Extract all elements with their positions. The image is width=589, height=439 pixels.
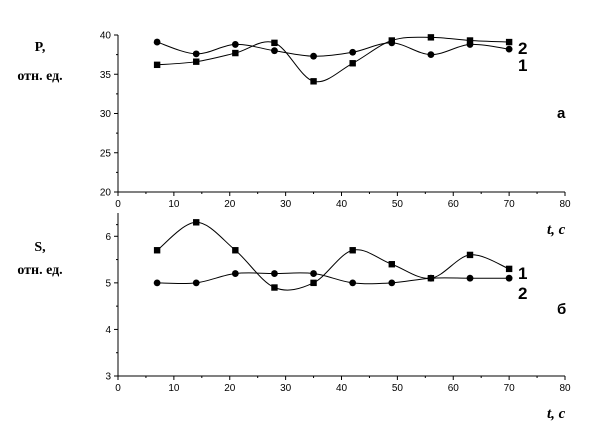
panel-b-markers [153, 219, 513, 291]
panel-b-series-1-line [156, 221, 510, 291]
panel-b-xtick-label: 30 [280, 383, 292, 394]
panel-b-ylabel-line1: S, [34, 240, 45, 255]
panel-a-ytick-label: 20 [100, 188, 112, 199]
panel-b-series-1-point [466, 251, 474, 259]
panel-a-curve-label-1: 1 [518, 56, 527, 75]
panel-a-xtick-label: 70 [504, 199, 516, 210]
panel-a-ytick-label: 35 [100, 70, 112, 81]
panel-a-series-1-point [231, 41, 239, 48]
panel-a-xtick-label: 60 [448, 199, 460, 210]
panel-b-series-2-point [388, 279, 396, 287]
chart-panel-a: P, отн. ед. а 0 10 20 30 40 50 60 70 80 20 25 30 35 4… [17, 31, 571, 211]
panel-a-ytick-label: 40 [100, 31, 112, 42]
panel-a-ylabel-line2: отн. ед. [17, 69, 62, 84]
between-panels-time-label: t, c [547, 222, 566, 238]
panel-b-curve-label-2: 2 [518, 284, 527, 303]
panel-b-series-1-point [388, 261, 395, 268]
panel-a-xtick-label: 40 [336, 199, 348, 210]
panel-b-series-1-point [310, 279, 317, 287]
panel-b-xtick-label: 0 [115, 383, 121, 394]
panel-b-xtick-label: 50 [392, 383, 404, 394]
panel-b-curve-label-1: 1 [518, 264, 527, 283]
panel-b-xtick-label: 40 [336, 383, 348, 394]
panel-a-series-2-line [157, 36, 510, 83]
panel-b-label: б [557, 301, 566, 318]
panel-a-ylabel-line1: P, [35, 40, 46, 55]
panel-a-xtick-label: 0 [115, 199, 121, 210]
panel-b-series-1-point [232, 247, 239, 254]
panel-a-xtick-label: 50 [392, 199, 404, 210]
panel-a-series-1-point [349, 48, 357, 56]
panel-a-series-1-point [192, 50, 200, 58]
panel-a-xtick-label: 80 [559, 199, 571, 210]
panel-b-ticks: 0 10 20 30 40 50 60 70 80 3 4 5 6 [105, 224, 571, 394]
panel-a-xtick-label: 10 [168, 199, 180, 210]
panel-a-xtick-label: 20 [224, 199, 236, 210]
panel-b-xtick-label: 80 [559, 383, 571, 394]
panel-b-series-2-point [192, 279, 200, 287]
panel-a-series-2-point [310, 78, 317, 85]
panel-a-series-1-point [153, 38, 161, 46]
panel-b-ytick-label: 3 [105, 372, 111, 383]
panel-b-xtick-label: 20 [224, 383, 236, 394]
panel-b-series-2-point [349, 279, 357, 287]
panel-a-series-2-point [232, 49, 239, 57]
panel-b-xtick-label: 60 [448, 383, 460, 394]
panel-b-xtick-label: 10 [168, 383, 180, 394]
panel-a-markers [153, 34, 513, 85]
panel-a-ticks: 0 10 20 30 40 50 60 70 80 20 25 30 35 40 [100, 31, 571, 211]
panel-a-curves [156, 36, 510, 83]
panel-b-xtick-label: 70 [504, 383, 516, 394]
panel-a-label: а [557, 105, 566, 122]
panel-b-series-2-point [505, 274, 513, 282]
panel-b-series-1-point [153, 247, 161, 254]
panel-b-ytick-label: 6 [105, 232, 111, 243]
panel-b-series-1-point [271, 284, 278, 291]
panel-a-series-2-point [505, 38, 513, 46]
panel-a-series-1-point [427, 51, 435, 59]
panel-b-series-2-point [153, 279, 161, 287]
panel-b-series-2-point [466, 274, 474, 282]
panel-a-series-1-point [310, 52, 317, 60]
panel-a-series-2-point [466, 37, 474, 44]
panel-a-series-1-point [271, 47, 278, 55]
panel-a-series-2-point [153, 61, 161, 69]
panel-b-series-1-point [505, 265, 513, 273]
panel-b-series-2-point [271, 270, 278, 277]
panel-b-ytick-label: 5 [105, 278, 111, 289]
panel-b-series-2-point [310, 270, 317, 277]
panel-b-xlabel: t, c [547, 406, 566, 422]
panel-a-series-1-point [505, 45, 513, 53]
panel-b-ytick-label: 4 [105, 325, 111, 336]
panel-b-curves [156, 221, 510, 291]
panel-b-ylabel-line2: отн. ед. [17, 263, 62, 278]
panel-a-series-1-line [156, 41, 510, 57]
panel-a-series-2-point [427, 34, 435, 41]
panel-a-ytick-label: 30 [100, 109, 112, 120]
panel-a-series-2-point [349, 60, 356, 67]
panel-b-series-2-point [427, 274, 435, 282]
panel-a-series-2-point [388, 37, 395, 44]
panel-b-series-1-point [349, 247, 356, 254]
panel-b-series-1-point [193, 219, 200, 226]
panel-b-series-2-line [157, 272, 510, 285]
panel-b-series-2-point [231, 270, 239, 277]
panel-a-ytick-label: 25 [100, 148, 112, 159]
panel-a-curve-label-2: 2 [518, 39, 527, 58]
panel-a-series-2-point [271, 39, 278, 47]
panel-a-series-2-point [193, 58, 200, 65]
panel-a-xtick-label: 30 [280, 199, 292, 210]
